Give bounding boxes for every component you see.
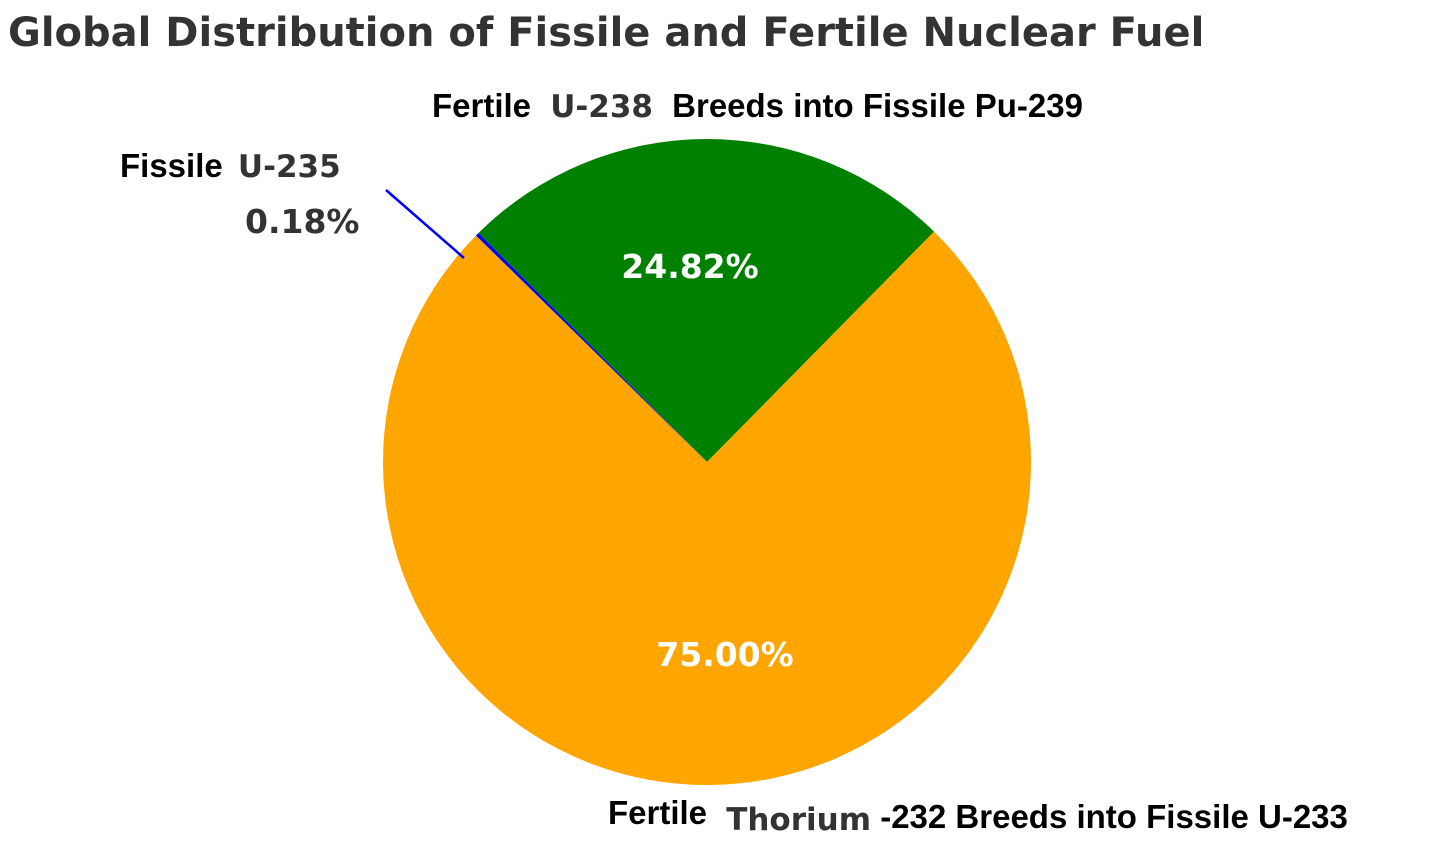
slice-pct-u238: 24.82%: [621, 247, 758, 286]
pie-slice-th232: [382, 231, 1031, 786]
slice-label-th232-prefix: Fertile: [608, 794, 707, 831]
slice-label-u235-isotope: U-235: [238, 149, 341, 185]
slice-label-u238-prefix: Fertile: [432, 87, 531, 124]
pie-slices: [382, 138, 1031, 786]
slice-label-u238: Fertile U-238 Breeds into Fissile Pu-239: [432, 87, 1083, 125]
slice-label-u238-suffix: Breeds into Fissile Pu-239: [672, 87, 1083, 124]
slice-pct-th232: 75.00%: [656, 635, 793, 674]
slice-label-u235: Fissile U-235: [120, 147, 341, 185]
u235-leader-line: [385, 189, 465, 259]
slice-label-th232-suffix: -232 Breeds into Fissile U-233: [880, 798, 1348, 835]
chart-title: Global Distribution of Fissile and Ferti…: [8, 10, 1204, 56]
slice-label-u235-prefix: Fissile: [120, 147, 223, 184]
pie-slice-u235: [475, 233, 707, 462]
pie-slice-u238: [478, 138, 935, 462]
slice-label-u238-isotope: U-238: [550, 89, 653, 125]
slice-pct-u235: 0.18%: [245, 202, 360, 241]
slice-label-th232-isotope: Thorium: [726, 802, 871, 838]
slice-label-th232: Fertile Thorium -232 Breeds into Fissile…: [608, 794, 1348, 838]
